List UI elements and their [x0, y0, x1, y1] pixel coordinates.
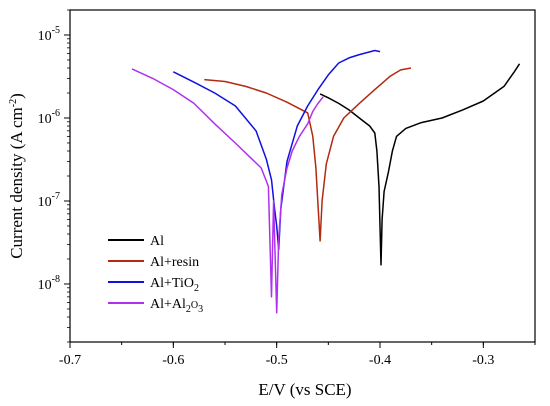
y-tick-label: 10-6 — [38, 108, 60, 127]
plot-frame — [69, 9, 536, 343]
series-line — [204, 67, 412, 242]
legend: Al Al+resin Al+TiO2 Al+Al2O3 — [108, 234, 203, 315]
series-line — [319, 63, 521, 266]
x-tick-label: -0.5 — [266, 353, 288, 368]
y-tick-label: 10-8 — [38, 274, 60, 293]
x-tick-label: -0.4 — [369, 353, 391, 368]
x-tick-label: -0.6 — [162, 353, 184, 368]
y-tick-label: 10-5 — [38, 25, 60, 44]
series-line — [131, 68, 324, 314]
x-tick-label: -0.3 — [472, 353, 494, 368]
series-layer — [131, 49, 521, 314]
legend-label: Al+resin — [150, 255, 199, 270]
y-axis-title-close: ) — [7, 93, 26, 99]
y-axis-title-sup: -2 — [8, 99, 19, 107]
legend-label: Al — [150, 234, 164, 249]
x-tick-label: -0.7 — [59, 353, 81, 368]
x-axis-title: E/V (vs SCE) — [258, 380, 351, 399]
y-axis-title: Current density (A cm-2) — [7, 93, 26, 259]
legend-label: Al+TiO2 — [150, 276, 199, 294]
y-axis-title-main: Current density (A cm — [7, 107, 26, 259]
legend-label: Al+Al2O3 — [150, 297, 203, 315]
y-tick-label: 10-7 — [38, 191, 60, 210]
ticks-layer: -0.7 -0.6 -0.5 -0.4 -0.3 10-8 10-7 10-6 10-5 — [38, 9, 536, 368]
